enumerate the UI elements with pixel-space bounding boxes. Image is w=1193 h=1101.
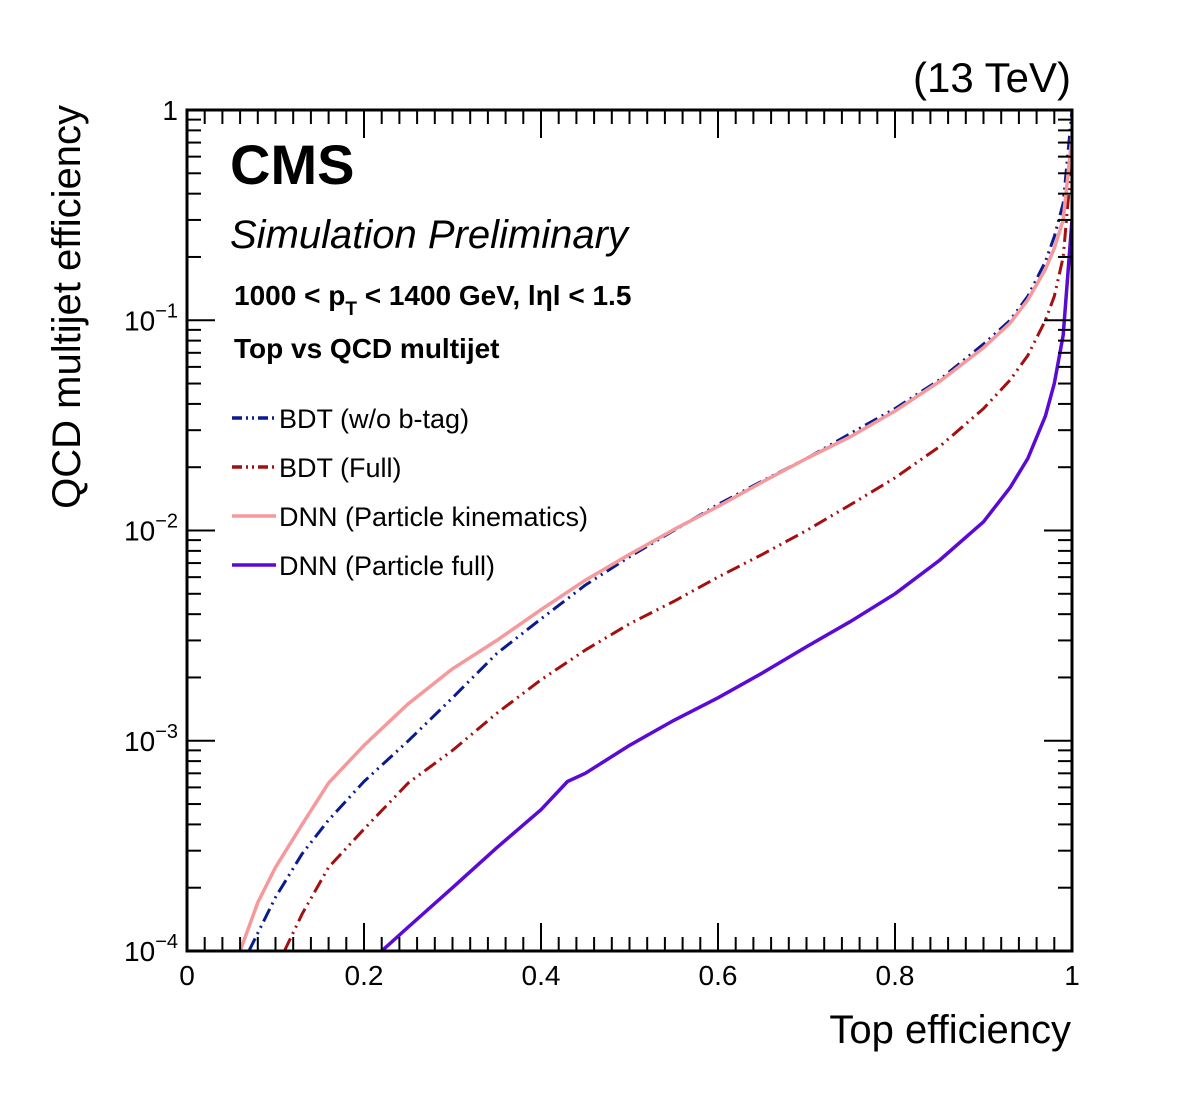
x-tick-label: 0 — [179, 960, 195, 991]
y-tick-label: 1 — [162, 95, 178, 126]
selection-label: 1000 < pT < 1400 GeV, lηl < 1.5 — [234, 280, 631, 320]
legend-label: DNN (Particle kinematics) — [279, 502, 588, 532]
y-tick-exponent: −3 — [155, 721, 178, 743]
y-tick-label: 10−3 — [124, 721, 178, 757]
y-tick-labels: 10−410−310−210−11 — [124, 95, 178, 967]
y-tick-label: 10−2 — [124, 511, 178, 547]
energy-label: (13 TeV) — [913, 54, 1071, 101]
y-axis-title: QCD multijet efficiency — [45, 105, 89, 509]
legend-label: DNN (Particle full) — [279, 551, 495, 581]
series-line-2 — [238, 136, 1072, 951]
y-tick-exponent: −2 — [155, 511, 178, 533]
legend-label: BDT (Full) — [279, 453, 402, 483]
series-line-1 — [283, 156, 1072, 951]
series-line-3 — [380, 219, 1072, 951]
y-tick-label: 10−1 — [124, 300, 178, 336]
x-tick-labels: 0 0.2 0.4 0.6 0.8 1 — [179, 960, 1080, 991]
legend-label: BDT (w/o b-tag) — [279, 404, 469, 434]
y-tick-exponent: −1 — [155, 300, 178, 322]
y-tick-exponent: −4 — [155, 931, 178, 953]
x-tick-label: 0.4 — [522, 960, 561, 991]
x-tick-label: 1 — [1064, 960, 1080, 991]
x-tick-label: 0.6 — [699, 960, 738, 991]
selection-subscript: T — [345, 299, 357, 320]
y-tick-base: 10 — [124, 305, 155, 336]
plot-frame — [185, 108, 1074, 953]
y-tick-base: 10 — [124, 516, 155, 547]
y-tick-base: 10 — [124, 936, 155, 967]
x-axis-title: Top efficiency — [829, 1008, 1071, 1052]
series-line-0 — [247, 110, 1072, 951]
y-tick-base: 1 — [162, 95, 178, 126]
y-tick-base: 10 — [124, 726, 155, 757]
y-tick-label: 10−4 — [124, 931, 178, 967]
x-tick-label: 0.2 — [345, 960, 384, 991]
curves-layer — [238, 110, 1072, 951]
selection-suffix: < 1400 GeV, lηl < 1.5 — [357, 280, 632, 311]
comparison-label: Top vs QCD multijet — [234, 333, 500, 364]
legend: BDT (w/o b-tag) BDT (Full) DNN (Particle k… — [232, 404, 588, 581]
simulation-label: Simulation Preliminary — [230, 213, 631, 257]
x-tick-label: 0.8 — [876, 960, 915, 991]
selection-prefix: 1000 < p — [234, 280, 345, 311]
cms-label: CMS — [230, 133, 354, 196]
